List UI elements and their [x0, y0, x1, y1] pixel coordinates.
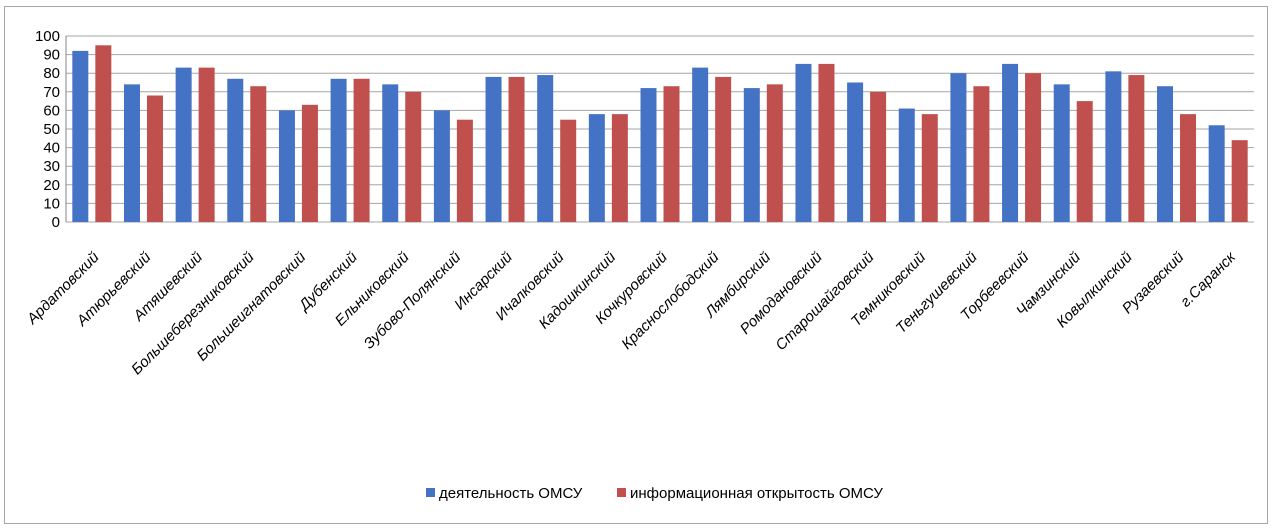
bar-activity [640, 88, 657, 222]
bar-activity [72, 50, 89, 222]
bar-activity [123, 84, 140, 222]
bar-openness [1076, 101, 1093, 222]
bar-openness [611, 114, 628, 222]
bar-activity [537, 75, 554, 222]
legend-swatch [426, 488, 435, 497]
bar-activity [485, 76, 502, 222]
x-axis-labels: АрдатовскийАтюрьевскийАтяшевскийБольшебе… [23, 248, 1239, 378]
bar-openness [715, 76, 732, 222]
legend: деятельность ОМСУ информационная открытос… [426, 485, 883, 502]
bar-activity [382, 84, 399, 222]
bar-activity [1208, 125, 1225, 222]
bar-openness [921, 114, 938, 222]
y-tick-label: 50 [43, 121, 60, 138]
bar-activity [692, 67, 709, 223]
bar-activity [330, 78, 347, 222]
x-category-label: Краснослободский [618, 248, 723, 353]
bar-openness [818, 63, 835, 223]
y-tick-label: 60 [43, 102, 60, 119]
bar-openness [1128, 75, 1145, 222]
bar-openness [973, 86, 990, 222]
x-category-label: г.Саранск [1177, 248, 1239, 310]
bar-openness [663, 86, 680, 222]
bar-openness [1180, 114, 1197, 222]
y-tick-label: 40 [43, 140, 60, 157]
bar-openness [405, 91, 422, 222]
y-tick-label: 100 [35, 28, 60, 45]
y-tick-label: 70 [43, 84, 60, 101]
bar-openness [146, 95, 163, 222]
bars [72, 45, 1248, 223]
legend-label: информационная открытость ОМСУ [630, 485, 883, 502]
bar-activity [227, 78, 244, 222]
bar-openness [1025, 73, 1042, 222]
bar-openness [560, 119, 577, 222]
legend-swatch [617, 488, 626, 497]
bar-activity [175, 67, 192, 223]
y-tick-label: 90 [43, 47, 60, 64]
bar-openness [508, 76, 525, 222]
x-category-label: Зубово-Полянский [361, 248, 465, 352]
bar-activity [433, 110, 450, 222]
gridlines [66, 35, 1254, 223]
y-tick-label: 30 [43, 158, 60, 175]
bar-activity [950, 73, 967, 222]
bar-activity [588, 114, 605, 222]
bar-openness [250, 86, 267, 222]
bar-openness [456, 119, 473, 222]
bar-openness [766, 84, 783, 222]
y-tick-label: 80 [43, 65, 60, 82]
bar-activity [795, 63, 812, 223]
y-tick-label: 0 [52, 214, 60, 231]
bar-activity [847, 82, 864, 222]
bar-openness [198, 67, 215, 223]
x-category-label: Старошайговский [772, 248, 878, 354]
bar-activity [1105, 71, 1122, 222]
bar-activity [1157, 86, 1174, 222]
bar-openness [1231, 140, 1248, 222]
legend-label: деятельность ОМСУ [439, 485, 583, 502]
bar-activity [743, 88, 760, 222]
y-tick-label: 20 [43, 177, 60, 194]
bar-activity [278, 110, 295, 222]
y-tick-label: 10 [43, 195, 60, 212]
bar-openness [870, 91, 887, 222]
bar-activity [898, 108, 915, 222]
bar-activity [1002, 63, 1019, 223]
bar-openness [301, 104, 318, 222]
bar-openness [95, 45, 112, 222]
bar-activity [1053, 84, 1070, 222]
bar-openness [353, 78, 370, 222]
